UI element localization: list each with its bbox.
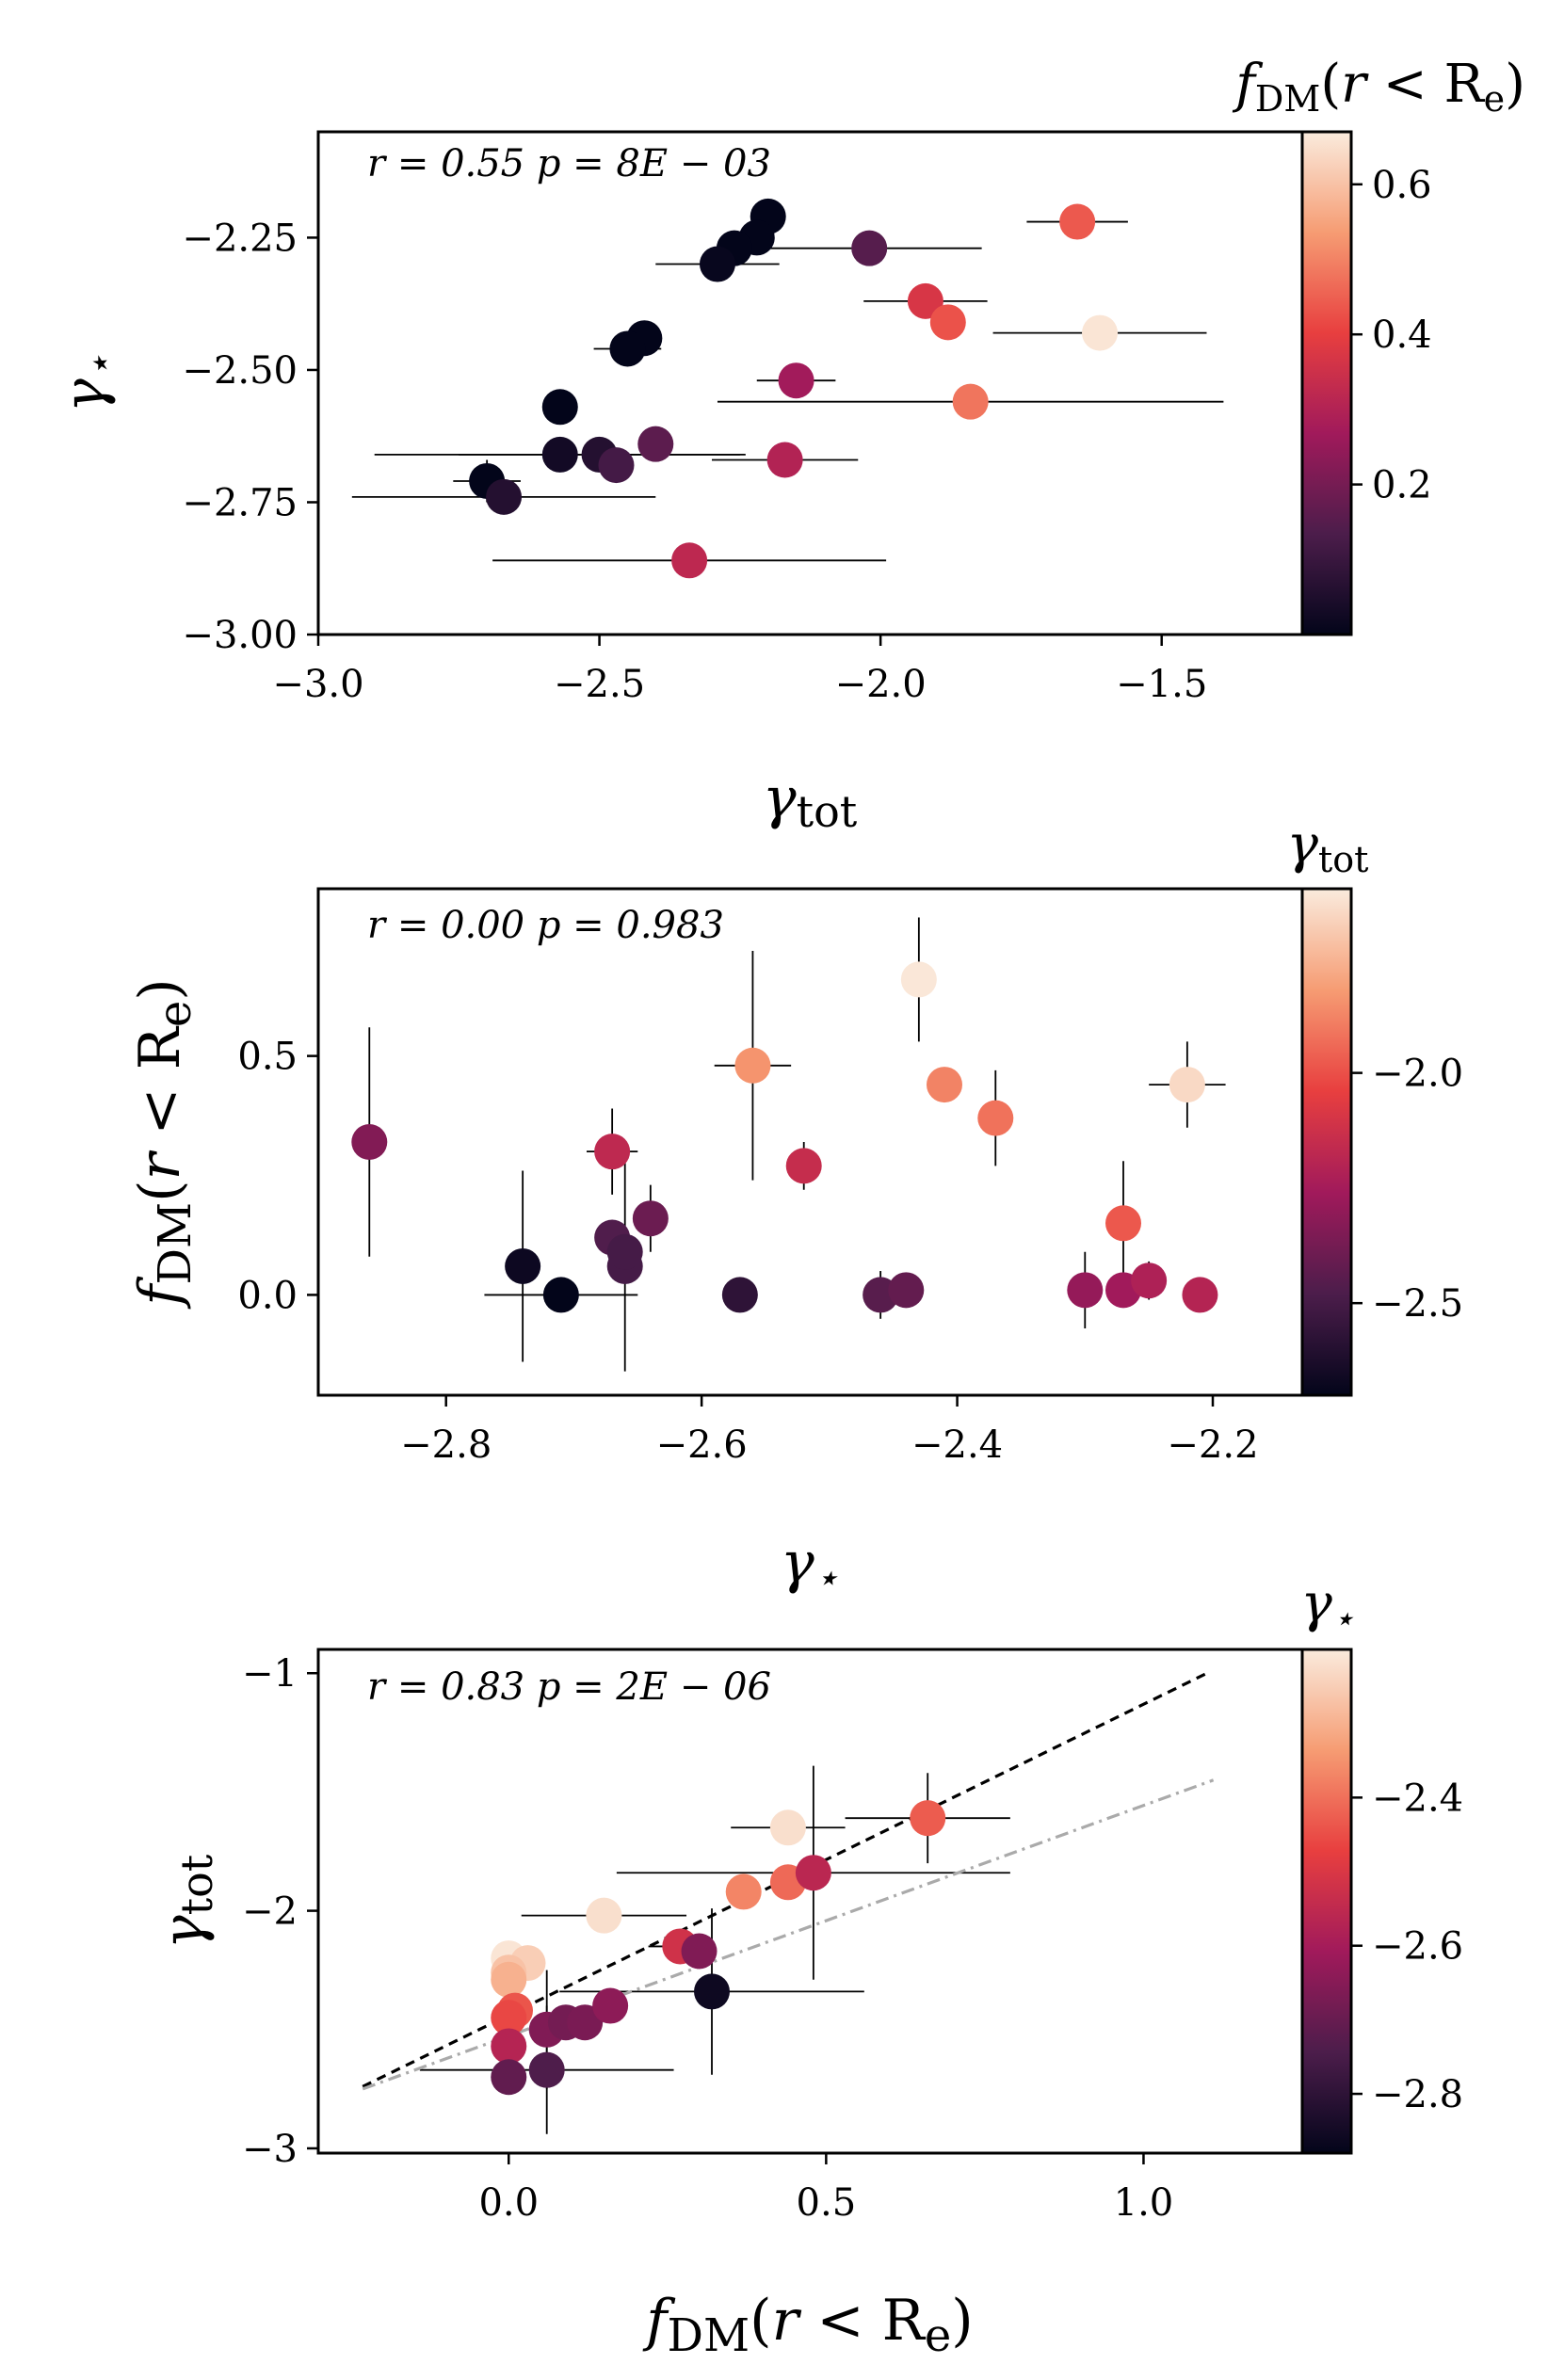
data-point xyxy=(795,1855,831,1891)
data-point xyxy=(681,1933,718,1970)
y-tick-label: −3.00 xyxy=(182,614,298,657)
data-point xyxy=(929,304,966,341)
data-point xyxy=(491,2000,527,2036)
data-point xyxy=(721,1277,758,1313)
colorbar xyxy=(1300,1648,1353,2155)
x-tick-label: −1.5 xyxy=(1116,663,1207,706)
panel-fdm-vs-gamma-star: −2.8 −2.6 −2.4 −2.2 0.0 0.5 r = 0.00 p = 0.9… xyxy=(127,814,1463,1600)
y-axis-label: fDM(r < Re) xyxy=(127,978,202,1309)
x-axis-label: fDM(r < Re) xyxy=(642,2288,973,2362)
colorbar-label: fDM(r < Re) xyxy=(1232,54,1525,120)
plot-frame xyxy=(316,887,1304,1397)
y-tick-label: −2.50 xyxy=(182,349,298,393)
x-tick-label: 1.0 xyxy=(1114,2181,1174,2225)
data-point xyxy=(888,1272,925,1309)
data-point xyxy=(609,330,646,367)
data-point xyxy=(637,426,674,462)
data-point xyxy=(952,383,989,420)
y-tick-label: −2 xyxy=(242,1890,298,1934)
data-point xyxy=(766,442,803,478)
data-point xyxy=(1182,1277,1218,1313)
data-point xyxy=(542,1277,579,1313)
x-tick-label: −2.2 xyxy=(1167,1423,1258,1467)
colorbar-label: γtot xyxy=(1287,814,1369,880)
data-point xyxy=(351,1124,388,1160)
data-point xyxy=(851,230,888,266)
data-point xyxy=(778,362,814,399)
data-point xyxy=(586,1897,622,1934)
data-point xyxy=(910,1800,946,1837)
y-tick-label: 0.0 xyxy=(237,1274,298,1317)
colorbar-tick-label: −2.8 xyxy=(1372,2073,1463,2116)
x-tick-label: 0.5 xyxy=(797,2181,857,2225)
data-point xyxy=(1067,1272,1104,1309)
y-tick-label: −1 xyxy=(242,1652,298,1696)
data-point xyxy=(1082,314,1119,351)
x-tick-label: −2.6 xyxy=(656,1423,748,1467)
data-point xyxy=(1105,1205,1141,1242)
correlation-annotation: r = 0.00 p = 0.983 xyxy=(367,904,724,947)
data-point xyxy=(734,1047,771,1084)
plot-frame xyxy=(316,1648,1304,2155)
colorbar xyxy=(1300,130,1353,636)
x-tick-label: −2.0 xyxy=(835,663,927,706)
x-tick-label: 0.0 xyxy=(478,2181,539,2225)
y-axis-label: γ⋆ xyxy=(52,354,122,412)
data-point xyxy=(632,1200,669,1237)
x-tick-label: −2.8 xyxy=(400,1423,492,1467)
x-tick-label: −2.4 xyxy=(911,1423,1003,1467)
data-point xyxy=(491,1961,527,1998)
data-point xyxy=(606,1233,643,1270)
correlation-annotation: r = 0.83 p = 2E − 06 xyxy=(367,1665,771,1709)
data-point xyxy=(694,1973,730,2010)
colorbar-tick-label: 0.2 xyxy=(1372,464,1432,507)
data-point xyxy=(1131,1262,1168,1299)
data-point xyxy=(1169,1067,1205,1103)
data-point xyxy=(594,1134,631,1170)
data-point xyxy=(541,389,578,426)
colorbar-tick-label: −2.6 xyxy=(1372,1925,1463,1969)
data-point xyxy=(769,1809,806,1846)
data-point xyxy=(567,2004,604,2041)
colorbar xyxy=(1300,887,1353,1397)
colorbar-tick-label: −2.5 xyxy=(1372,1282,1463,1326)
data-point xyxy=(505,1247,541,1284)
data-point xyxy=(1059,203,1096,240)
data-point xyxy=(907,282,943,319)
data-point xyxy=(486,478,523,515)
x-axis-label: γ⋆ xyxy=(781,1530,839,1600)
y-tick-label: 0.5 xyxy=(237,1036,298,1079)
data-point xyxy=(598,447,635,484)
data-point xyxy=(900,961,937,998)
y-axis-label: γtot xyxy=(151,1854,222,1949)
data-point xyxy=(671,542,708,579)
colorbar-tick-label: −2.4 xyxy=(1372,1777,1463,1820)
data-point xyxy=(528,2051,565,2088)
data-point xyxy=(785,1148,822,1184)
y-tick-label: −2.25 xyxy=(182,217,298,260)
data-point xyxy=(491,2059,527,2096)
y-tick-label: −2.75 xyxy=(182,481,298,524)
x-tick-label: −3.0 xyxy=(272,663,363,706)
colorbar-tick-label: −2.0 xyxy=(1372,1053,1463,1096)
data-point xyxy=(491,2028,527,2065)
data-point xyxy=(927,1067,962,1103)
correlation-annotation: r = 0.55 p = 8E − 03 xyxy=(367,142,771,185)
panel-gamma-star-vs-gamma-tot: −3.0 −2.5 −2.0 −1.5 −3.00 −2.75 −2.50 −2.25 r … xyxy=(52,54,1525,837)
data-point xyxy=(592,1987,629,2024)
x-axis-label: γtot xyxy=(763,765,858,837)
colorbar-tick-label: 0.4 xyxy=(1372,314,1432,357)
colorbar-label: γ⋆ xyxy=(1300,1573,1354,1639)
data-point xyxy=(541,436,578,473)
data-point xyxy=(699,246,735,282)
y-tick-label: −3 xyxy=(242,2128,298,2171)
colorbar-tick-label: 0.6 xyxy=(1372,164,1432,207)
panel-gamma-tot-vs-fdm: 0.0 0.5 1.0 −3 −2 −1 r = 0.83 p = 2E − 06 −2… xyxy=(151,1573,1463,2362)
data-point xyxy=(977,1100,1014,1136)
x-tick-label: −2.5 xyxy=(554,663,645,706)
data-point xyxy=(725,1873,762,1910)
